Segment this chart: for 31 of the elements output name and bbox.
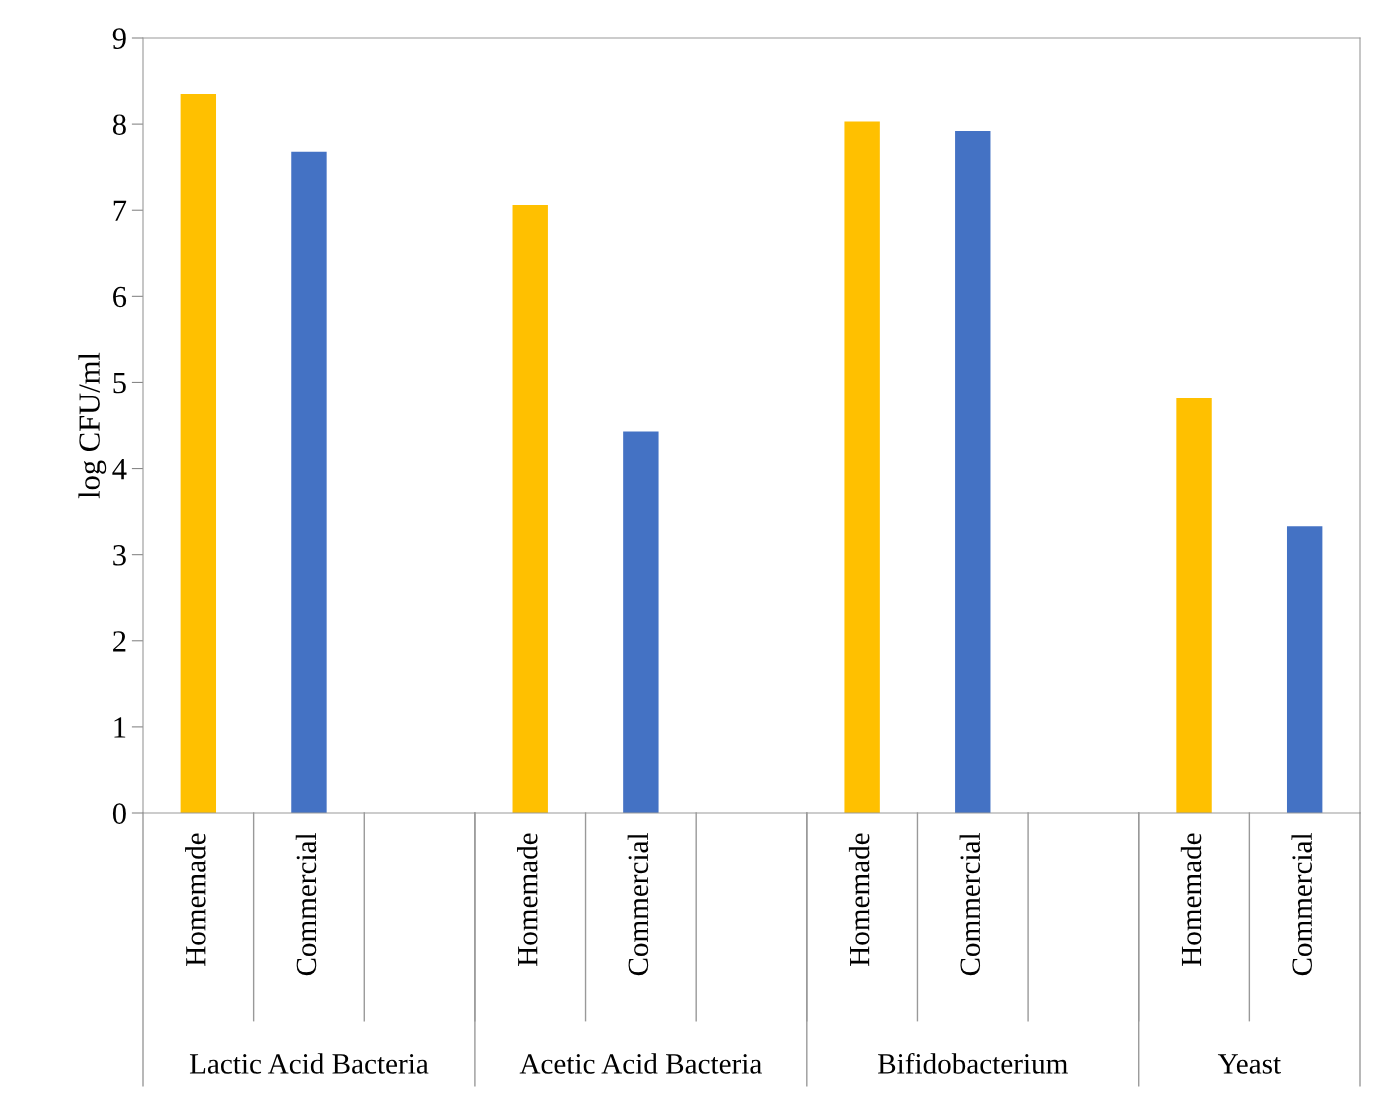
- y-tick-label: 7: [113, 200, 127, 221]
- bar: [512, 205, 548, 813]
- x-tick-label: Commercial: [1291, 832, 1312, 976]
- bar: [623, 431, 659, 813]
- bar: [955, 131, 991, 813]
- bar: [180, 93, 217, 813]
- y-tick-label: 9: [112, 28, 126, 49]
- y-tick-label: 8: [112, 114, 126, 136]
- x-tick-label: Commercial: [295, 832, 317, 976]
- y-axis-title: log CFU/ml: [78, 352, 107, 499]
- y-tick-label: 4: [112, 459, 127, 480]
- x-tick-label: Homemade: [848, 833, 870, 966]
- text: Lactic Acid Bacteria: [189, 1053, 429, 1074]
- y-tick-label: 5: [113, 373, 126, 394]
- y-tick-label: 1: [114, 717, 126, 738]
- y-tick-label: 3: [113, 545, 126, 566]
- bar: [1286, 526, 1323, 813]
- y-tick-label: 2: [113, 631, 126, 652]
- y-tick-label: 6: [113, 286, 127, 308]
- text: Yeast: [1217, 1054, 1281, 1074]
- text: Bifidobacterium: [878, 1052, 1068, 1074]
- x-tick-label: Commercial: [627, 832, 649, 976]
- bar: [844, 121, 880, 813]
- x-tick-label: Homemade: [517, 833, 538, 966]
- text: Acetic Acid Bacteria: [519, 1053, 762, 1074]
- bar: [291, 151, 327, 813]
- y-tick-label: 0: [112, 803, 126, 824]
- bar: [1176, 397, 1212, 813]
- x-tick-label: Homemade: [1180, 833, 1202, 966]
- x-tick-label: Homemade: [185, 833, 206, 966]
- x-tick-label: Commercial: [959, 832, 981, 976]
